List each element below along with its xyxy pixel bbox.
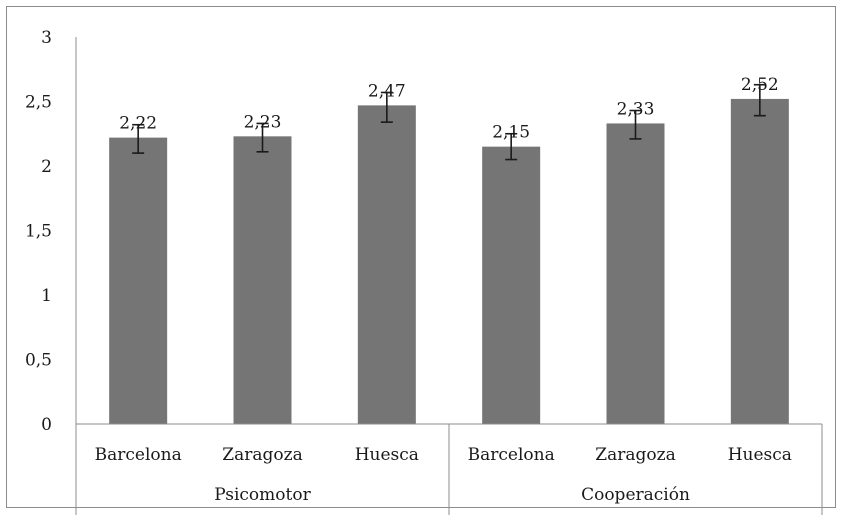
y-tick-label: 0,5: [25, 351, 52, 371]
group-label: Cooperación: [581, 485, 690, 505]
data-label: 2,52: [741, 75, 779, 95]
bar: [233, 136, 292, 424]
bar: [357, 105, 416, 425]
x-axis: Barcelona Zaragoza Huesca Barcelona Zaragoza…: [75, 423, 823, 515]
data-label: 2,23: [244, 112, 282, 132]
category-label: Zaragoza: [595, 445, 675, 465]
group-label: Psicomotor: [214, 485, 311, 505]
data-label: 2,47: [368, 81, 406, 101]
category-label: Barcelona: [468, 445, 555, 465]
bar: [109, 137, 168, 424]
y-tick-label: 2: [41, 157, 52, 177]
error-bars: [132, 83, 766, 161]
y-tick-label: 0: [41, 415, 52, 435]
y-tick-label: 3: [41, 28, 52, 48]
y-tick-label: 2,5: [25, 93, 52, 113]
y-tick-label: 1,5: [25, 222, 52, 242]
category-label: Huesca: [728, 445, 792, 465]
category-label: Huesca: [355, 445, 419, 465]
y-tick-label: 1: [41, 286, 52, 306]
y-axis: 0 0,5 1 1,5 2 2,5 3: [25, 28, 77, 435]
data-labels: 2,22 2,23 2,47 2,15 2,33 2,52: [119, 75, 779, 143]
data-label: 2,33: [617, 99, 655, 119]
bar: [606, 123, 665, 425]
data-label: 2,15: [492, 123, 530, 143]
bar: [730, 98, 789, 425]
category-label: Barcelona: [95, 445, 182, 465]
category-label: Zaragoza: [222, 445, 302, 465]
bars: [109, 98, 789, 425]
data-label: 2,22: [119, 114, 157, 134]
bar: [482, 146, 541, 424]
